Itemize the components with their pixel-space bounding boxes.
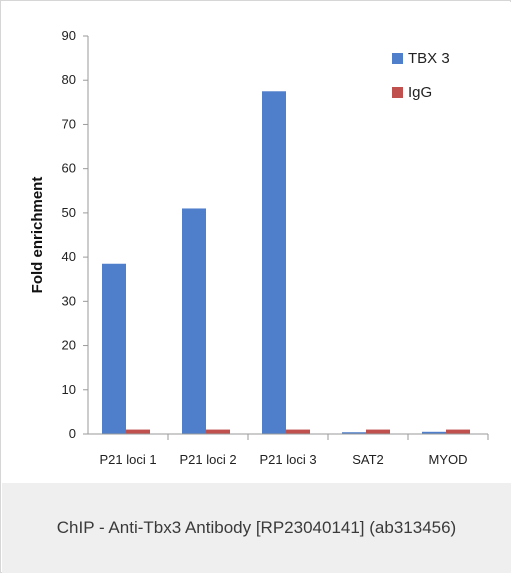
y-tick-label: 10 xyxy=(62,382,76,397)
caption-band: ChIP - Anti-Tbx3 Antibody [RP23040141] (… xyxy=(2,483,511,573)
y-tick-label: 90 xyxy=(62,28,76,43)
y-tick-label: 20 xyxy=(62,338,76,353)
x-tick-label: SAT2 xyxy=(352,452,384,467)
bar-igg xyxy=(366,429,390,434)
bar-tbx3 xyxy=(342,432,366,434)
bar-igg xyxy=(206,429,230,434)
y-tick-label: 70 xyxy=(62,116,76,131)
bar-tbx3 xyxy=(422,431,446,434)
figure-caption: ChIP - Anti-Tbx3 Antibody [RP23040141] (… xyxy=(56,518,457,537)
y-tick-label: 0 xyxy=(69,426,76,441)
y-axis-title: Fold enrichment xyxy=(29,177,46,294)
bar-igg xyxy=(446,429,470,434)
x-tick-label: MYOD xyxy=(429,452,468,467)
y-tick-label: 30 xyxy=(62,293,76,308)
legend-label: TBX 3 xyxy=(408,50,450,67)
bar-tbx3 xyxy=(102,263,126,434)
bar-igg xyxy=(126,429,150,434)
x-tick-label: P21 loci 1 xyxy=(99,452,156,467)
legend-swatch xyxy=(392,87,403,98)
y-tick-label: 50 xyxy=(62,205,76,220)
bar-chart: 0 10 20 30 40 50 60 70 80 90 P21 loci 1 P21 loci 2… xyxy=(29,28,489,467)
chart-panel: 0 10 20 30 40 50 60 70 80 90 P21 loci 1 P21 loci 2… xyxy=(2,2,511,483)
bar-tbx3 xyxy=(182,208,206,434)
y-tick-label: 40 xyxy=(62,249,76,264)
bar-tbx3 xyxy=(262,91,286,435)
y-tick-label: 80 xyxy=(62,72,76,87)
legend-swatch xyxy=(392,53,403,64)
x-tick-label: P21 loci 2 xyxy=(179,452,236,467)
x-tick-label: P21 loci 3 xyxy=(259,452,316,467)
legend: TBX 3 IgG xyxy=(392,50,450,101)
bar-igg xyxy=(286,429,310,434)
legend-label: IgG xyxy=(408,84,432,101)
y-tick-label: 60 xyxy=(62,161,76,176)
